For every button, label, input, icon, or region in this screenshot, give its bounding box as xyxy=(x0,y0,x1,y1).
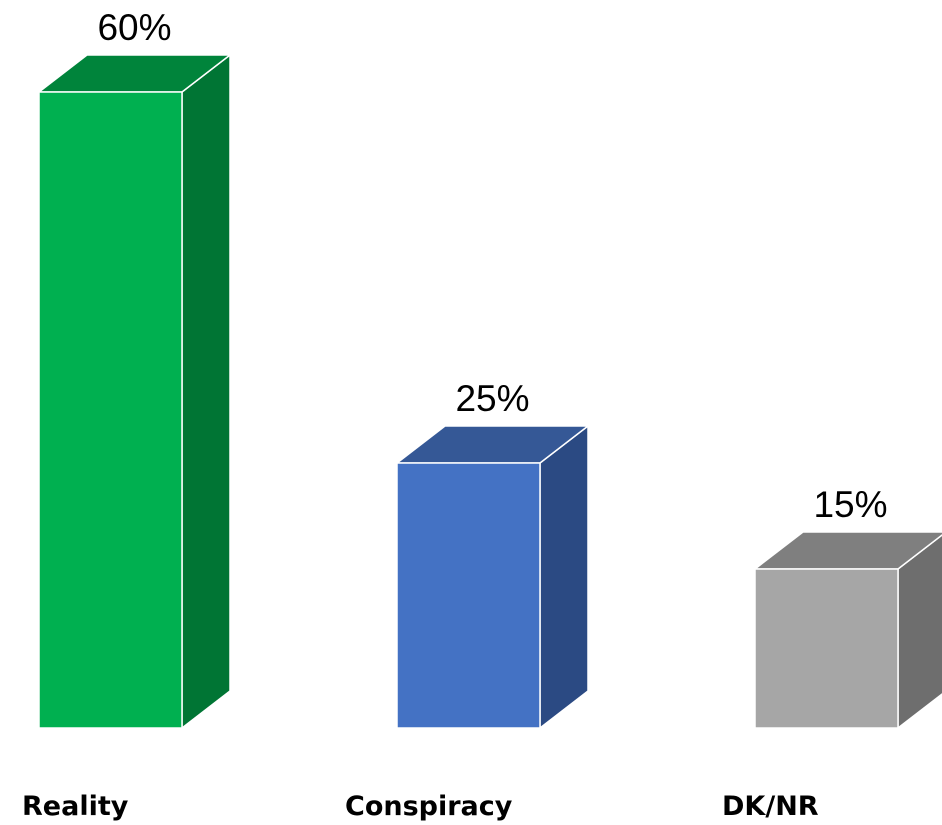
bar-dk-nr xyxy=(754,568,899,729)
value-labels-group: 60% 25% 15% xyxy=(97,7,887,525)
value-label-reality: 60% xyxy=(97,7,171,48)
category-label-dk-nr: DK/NR xyxy=(722,791,819,822)
bar-side-reality xyxy=(181,53,231,730)
category-labels-group: Reality Conspiracy DK/NR xyxy=(22,791,819,822)
bar-conspiracy xyxy=(396,462,541,729)
value-label-dk-nr: 15% xyxy=(813,484,887,525)
bar-reality xyxy=(38,91,183,729)
category-label-reality: Reality xyxy=(22,791,129,822)
value-label-conspiracy: 25% xyxy=(455,378,529,419)
bar-side-conspiracy xyxy=(539,424,589,730)
category-label-conspiracy: Conspiracy xyxy=(345,791,513,822)
bars-group xyxy=(36,53,942,730)
